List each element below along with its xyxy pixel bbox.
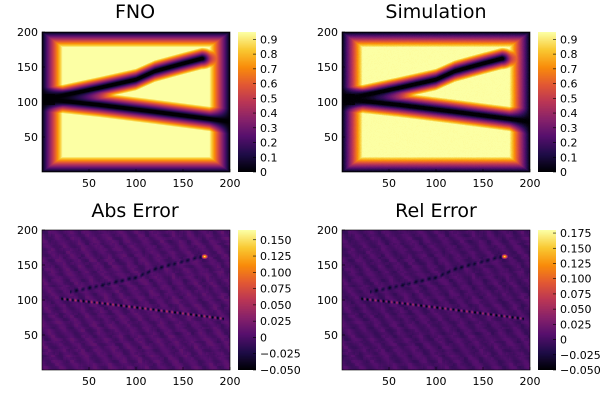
colorbar [538,230,556,370]
y-tick-label: 200 [17,224,38,237]
colorbar-tick-label: 0.150 [560,242,592,255]
y-tick-label: 100 [17,294,38,307]
colorbar-tick-label: 0.050 [260,299,292,312]
y-tick-label: 50 [24,329,38,342]
colorbar [538,32,556,172]
colorbar-tick-label: 0.5 [260,92,278,105]
colorbar-tick-label: 0.075 [560,288,592,301]
colorbar-tick-label: 0.5 [560,92,578,105]
y-tick-label: 150 [17,259,38,272]
heatmap-panel: Abs Error 50 100 150 200 50 100 150 200 −0.050 −0.… [17,200,301,388]
colorbar-tick-label: −0.025 [560,349,600,362]
x-tick-label: 50 [382,177,396,190]
heatmap-panel: Rel Error 50 100 150 200 50 100 150 200 −0.050 −0.… [317,200,600,388]
x-tick-label: 50 [82,177,96,190]
colorbar-tick-label: 0.4 [560,107,578,120]
colorbar-tick-label: 0 [560,166,567,179]
colorbar-tick-label: 0 [260,331,267,344]
colorbar-tick-label: 0.100 [560,273,592,286]
colorbar-tick-label: 0.1 [560,151,578,164]
colorbar-tick-label: 0.150 [260,234,292,247]
x-tick-label: 200 [220,375,241,388]
x-tick-label: 100 [426,375,447,388]
colorbar-tick-label: 0.175 [560,227,592,240]
colorbar-tick-label: 0.9 [260,33,278,46]
heatmap-cells [42,230,230,370]
y-tick-label: 200 [317,224,338,237]
x-tick-label: 50 [382,375,396,388]
y-tick-label: 100 [317,294,338,307]
colorbar-tick-label: 0.025 [560,318,592,331]
colorbar-tick-label: 0.100 [260,266,292,279]
y-tick-label: 100 [17,96,38,109]
x-tick-label: 150 [473,375,494,388]
y-tick-label: 150 [317,259,338,272]
y-tick-label: 200 [17,26,38,39]
colorbar-tick-label: 0.025 [260,315,292,328]
x-tick-label: 200 [520,375,541,388]
colorbar-tick-label: 0.050 [560,303,592,316]
x-tick-label: 150 [473,177,494,190]
x-tick-label: 100 [126,375,147,388]
colorbar-tick-label: 0.2 [560,137,578,150]
y-tick-label: 50 [324,329,338,342]
colorbar-tick-label: 0.7 [560,63,578,76]
x-tick-label: 150 [173,375,194,388]
colorbar-tick-label: 0.125 [560,257,592,270]
colorbar-tick-label: 0.125 [260,250,292,263]
heatmap-panel: Simulation 50 100 150 200 50 100 150 200 0 0.10.2 0… [317,1,578,190]
colorbar-tick-label: 0.8 [260,48,278,61]
x-tick-label: 200 [520,177,541,190]
panel-title: FNO [115,1,155,23]
colorbar-tick-label: −0.050 [260,364,301,377]
colorbar [238,230,256,370]
heatmap-cells [42,32,230,172]
x-tick-label: 100 [426,177,447,190]
heatmap-cells [342,230,530,370]
colorbar-tick-label: 0.1 [260,151,278,164]
panel-title: Simulation [385,1,486,23]
x-tick-label: 100 [126,177,147,190]
colorbar [238,32,256,172]
x-tick-label: 50 [82,375,96,388]
colorbar-tick-label: 0.6 [560,78,578,91]
y-tick-label: 100 [317,96,338,109]
panel-title: Rel Error [395,200,477,222]
colorbar-tick-label: 0.6 [260,78,278,91]
colorbar-tick-label: −0.050 [560,364,600,377]
panel-title: Abs Error [91,200,178,222]
heatmap-cells [342,32,530,172]
colorbar-tick-label: 0.7 [260,63,278,76]
x-tick-label: 200 [220,177,241,190]
colorbar-tick-label: 0.3 [560,122,578,135]
colorbar-tick-label: 0.2 [260,137,278,150]
colorbar-tick-label: 0.4 [260,107,278,120]
y-tick-label: 200 [317,26,338,39]
colorbar-tick-label: 0.9 [560,33,578,46]
y-tick-label: 50 [324,131,338,144]
y-tick-label: 150 [17,61,38,74]
colorbar-tick-label: 0.075 [260,283,292,296]
colorbar-tick-label: 0 [560,334,567,347]
y-tick-label: 50 [24,131,38,144]
colorbar-tick-label: 0.3 [260,122,278,135]
colorbar-tick-label: −0.025 [260,348,301,361]
colorbar-tick-label: 0 [260,166,267,179]
heatmap-panel: FNO 50 100 150 200 50 100 150 200 0 0.10.2 0.3 0.4 0.… [17,1,278,190]
x-tick-label: 150 [173,177,194,190]
y-tick-label: 150 [317,61,338,74]
colorbar-tick-label: 0.8 [560,48,578,61]
